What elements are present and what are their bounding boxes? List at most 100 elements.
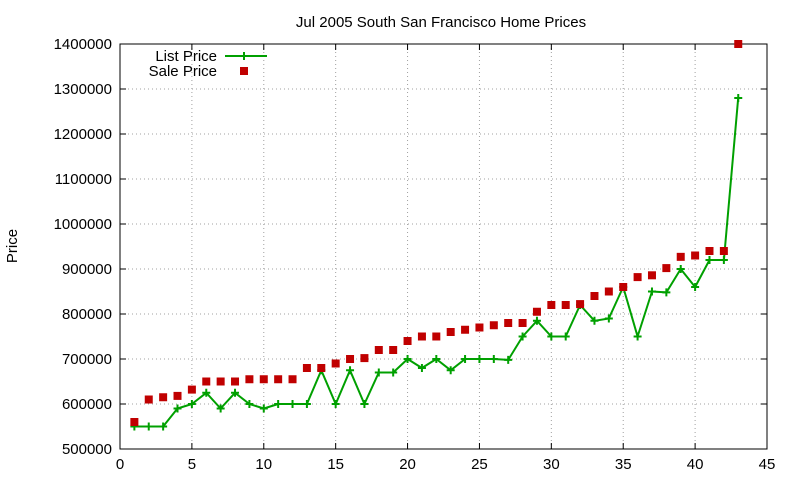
list-price-point <box>302 400 311 408</box>
list-price-point <box>331 400 340 408</box>
grid-lines <box>120 44 767 449</box>
sale-price-point <box>245 375 254 384</box>
sale-price-point <box>662 264 671 273</box>
sale-price-point <box>432 332 441 341</box>
list-price-point <box>691 283 700 291</box>
x-tick-label: 45 <box>759 456 776 473</box>
sale-price-point <box>691 251 700 260</box>
sale-price-point <box>317 364 326 372</box>
y-tick-label: 500000 <box>62 441 112 458</box>
x-tick-label: 20 <box>399 456 416 473</box>
list-price-point <box>389 368 398 377</box>
list-price-point <box>547 332 556 341</box>
list-price-point <box>274 400 283 408</box>
legend-label-sale-price: Sale Price <box>149 63 217 80</box>
sale-price-point <box>489 321 498 330</box>
sale-price-point <box>130 418 139 426</box>
list-price-point <box>417 364 426 372</box>
sale-price-point <box>547 301 556 309</box>
list-price-point <box>446 366 455 375</box>
list-price-series <box>130 94 743 431</box>
list-price-point <box>245 400 254 408</box>
sale-price-point <box>461 325 470 334</box>
list-price-point <box>374 368 383 377</box>
sale-price-point <box>231 377 240 386</box>
list-price-point <box>676 265 685 273</box>
sale-price-point <box>202 377 211 386</box>
y-axis-label: Price <box>4 229 21 263</box>
sale-price-point <box>403 337 412 345</box>
sale-price-point <box>216 377 225 386</box>
y-tick-label: 800000 <box>62 306 112 323</box>
list-price-point <box>216 404 225 413</box>
sale-price-point <box>561 301 570 309</box>
x-tick-label: 30 <box>543 456 560 473</box>
list-price-point <box>173 404 182 413</box>
y-tick-label: 1300000 <box>54 81 112 98</box>
legend-marker-list-price <box>240 52 248 60</box>
x-axis-ticks: 0 5 10 15 20 25 30 35 40 45 <box>116 44 776 473</box>
list-price-point <box>231 388 240 397</box>
list-price-point <box>475 355 484 363</box>
sale-price-point <box>705 247 714 255</box>
list-price-point <box>719 256 728 264</box>
sale-price-point <box>619 283 628 291</box>
list-price-point <box>144 422 153 431</box>
x-tick-label: 40 <box>687 456 704 473</box>
x-tick-label: 5 <box>188 456 196 473</box>
x-tick-label: 0 <box>116 456 124 473</box>
sale-price-point <box>518 319 527 327</box>
list-price-point <box>504 355 513 364</box>
sale-price-point <box>360 354 369 363</box>
list-price-point <box>159 422 168 431</box>
list-price-point <box>432 355 441 363</box>
list-price-point <box>360 400 369 408</box>
list-price-point <box>461 355 470 363</box>
sale-price-point <box>417 332 426 341</box>
list-price-point <box>561 332 570 341</box>
list-price-point <box>259 404 268 413</box>
sale-price-point <box>504 319 513 327</box>
sale-price-point <box>576 300 585 309</box>
sale-price-point <box>604 287 613 296</box>
sale-price-point <box>259 375 268 384</box>
list-price-point <box>604 314 613 323</box>
list-price-point <box>662 288 671 297</box>
sale-price-point <box>374 346 383 354</box>
sale-price-point <box>159 393 168 402</box>
legend-marker-sale-price <box>240 67 248 75</box>
sale-price-point <box>346 355 355 363</box>
sale-price-point <box>144 395 153 404</box>
sale-price-point <box>446 328 455 336</box>
x-tick-label: 10 <box>255 456 272 473</box>
sale-price-point <box>389 346 398 354</box>
sale-price-point <box>719 247 728 255</box>
list-price-point <box>734 94 743 102</box>
list-price-point <box>403 355 412 363</box>
sale-price-point <box>475 323 484 332</box>
sale-price-point <box>288 375 297 384</box>
list-price-point <box>202 388 211 397</box>
sale-price-series <box>130 40 743 426</box>
y-tick-label: 1000000 <box>54 216 112 233</box>
sale-price-point <box>331 359 340 368</box>
sale-price-point <box>590 292 599 300</box>
list-price-point <box>518 332 527 341</box>
list-price-point <box>633 332 642 341</box>
y-tick-label: 1100000 <box>55 171 112 188</box>
sale-price-point <box>173 391 182 400</box>
list-price-point <box>288 400 297 408</box>
chart-title: Jul 2005 South San Francisco Home Prices <box>296 14 586 31</box>
list-price-point <box>647 287 656 296</box>
sale-price-point <box>633 273 642 282</box>
y-axis-ticks: 500000 600000 700000 800000 900000 1000000 110… <box>54 36 767 458</box>
x-tick-label: 25 <box>471 456 488 473</box>
list-price-point <box>346 366 355 375</box>
y-tick-label: 700000 <box>62 351 112 368</box>
x-tick-label: 35 <box>615 456 632 473</box>
sale-price-point <box>187 385 196 394</box>
legend: List Price Sale Price <box>149 48 267 80</box>
sale-price-point <box>676 252 685 261</box>
y-tick-label: 900000 <box>62 261 112 278</box>
sale-price-point <box>647 271 656 280</box>
